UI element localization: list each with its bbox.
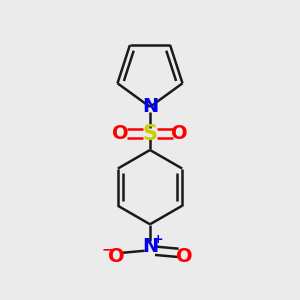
- Text: O: O: [107, 248, 124, 266]
- Text: O: O: [171, 124, 188, 143]
- Text: −: −: [101, 242, 113, 256]
- Text: N: N: [142, 98, 158, 116]
- Text: +: +: [153, 233, 164, 246]
- Text: S: S: [142, 124, 158, 144]
- Text: N: N: [142, 237, 158, 256]
- Text: O: O: [176, 248, 193, 266]
- Text: O: O: [112, 124, 129, 143]
